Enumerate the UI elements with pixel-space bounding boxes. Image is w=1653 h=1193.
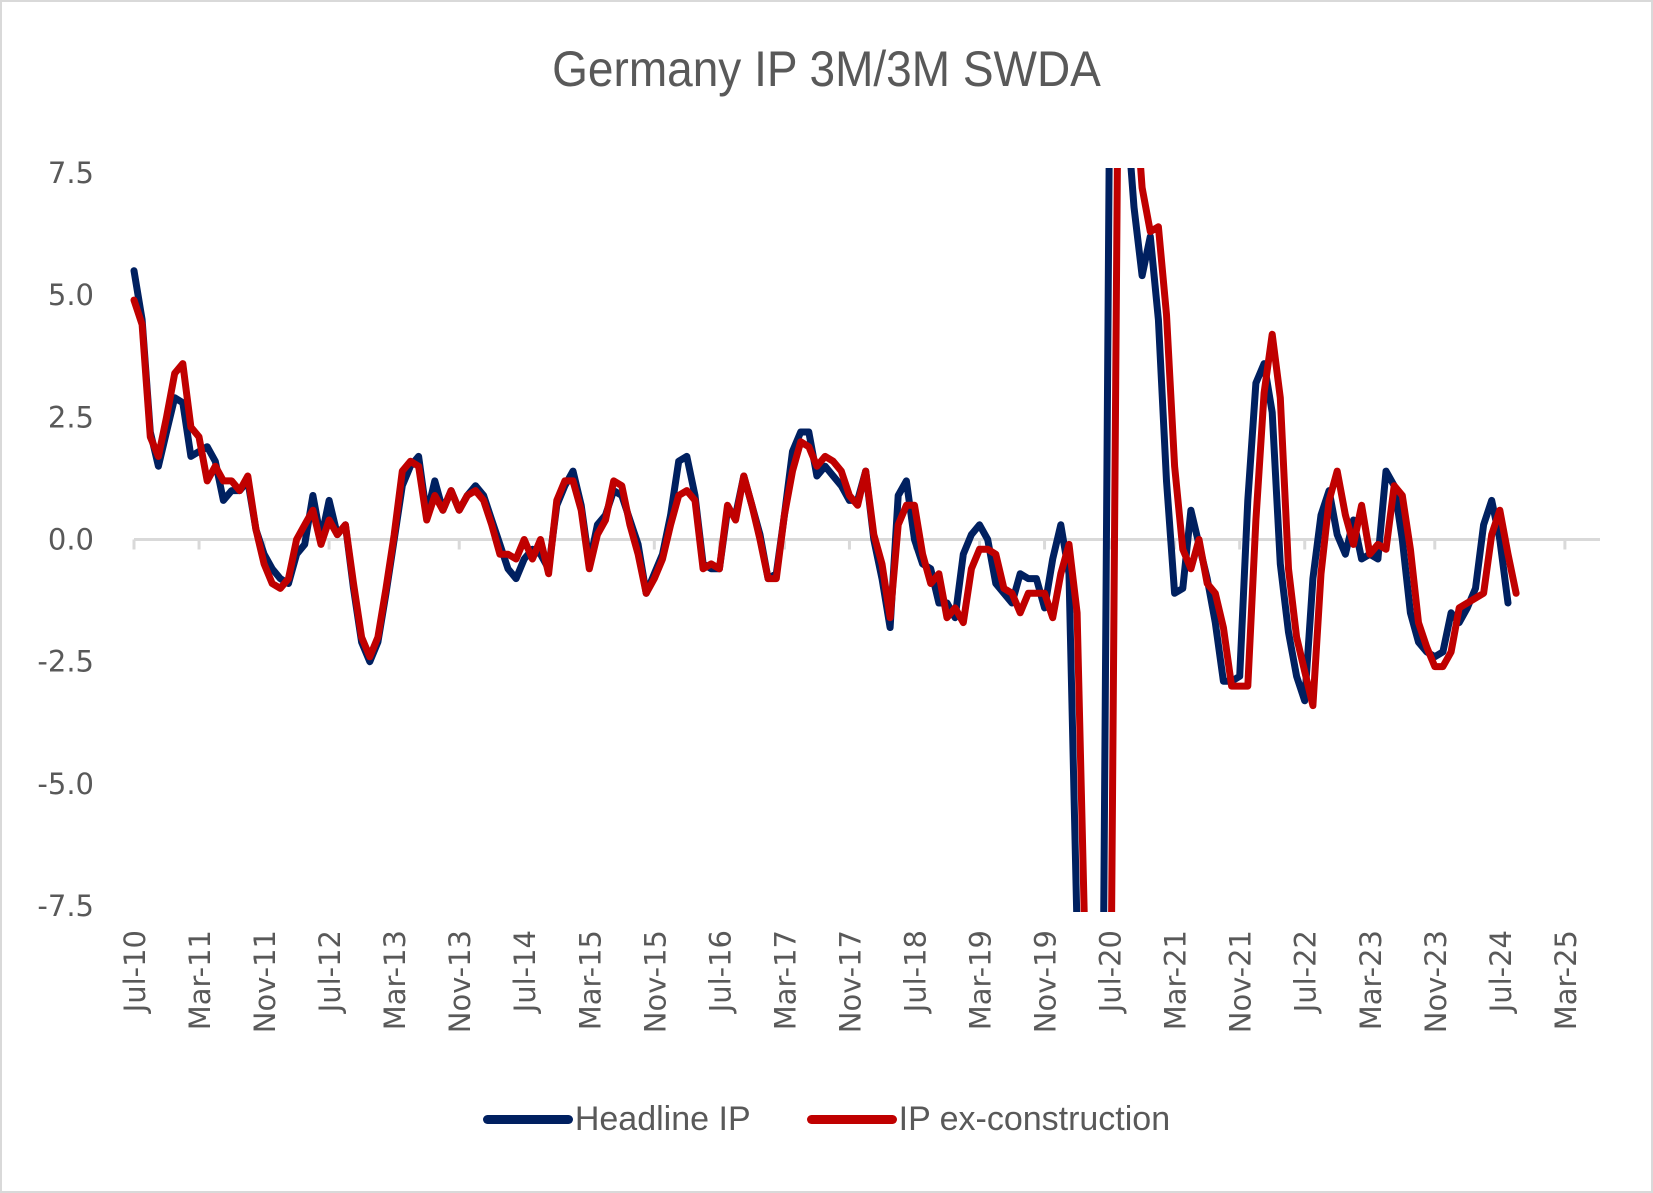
series-line-ip-ex-construction [130,168,1520,912]
y-tick-label: 5.0 [48,278,94,312]
chart-title: Germany IP 3M/3M SWDA [552,41,1101,97]
legend: Headline IP IP ex-construction [0,1100,1653,1139]
x-tick-label: Jul-18 [898,930,932,1014]
x-tick-label: Jul-12 [313,930,347,1014]
x-tick-label: Nov-15 [638,930,672,1033]
x-tick-label: Nov-11 [248,930,282,1033]
legend-item-headline-ip[interactable]: Headline IP [482,1100,751,1139]
x-tick-label: Mar-25 [1549,930,1583,1030]
x-tick-label: Nov-19 [1029,930,1063,1033]
x-tick-label: Mar-23 [1354,930,1388,1030]
legend-label-ip-ex-construction: IP ex-construction [898,1100,1171,1138]
y-tick-label: -5.0 [37,767,94,801]
x-tick-label: Nov-21 [1224,930,1258,1033]
x-tick-label: Jul-10 [118,930,152,1014]
x-tick-label: Nov-13 [443,930,477,1033]
x-tick-label: Nov-23 [1419,930,1453,1033]
x-tick-label: Jul-22 [1289,930,1323,1014]
legend-swatch-headline-ip [482,1115,573,1124]
y-tick-label: 2.5 [48,400,94,434]
x-tick-label: Jul-14 [508,930,542,1014]
y-tick-label: -2.5 [37,645,94,679]
x-tick-label: Jul-20 [1094,930,1128,1014]
y-tick-label: -7.5 [37,889,94,923]
x-tick-label: Nov-17 [833,930,867,1033]
x-tick-label: Mar-13 [378,930,412,1030]
series-layer [130,168,1520,912]
y-tick-label: 0.0 [48,523,94,557]
x-tick-label: Mar-19 [964,930,998,1030]
legend-item-ip-ex-construction[interactable]: IP ex-construction [806,1100,1171,1139]
x-tick-label: Jul-16 [703,930,737,1014]
x-tick-label: Jul-24 [1484,930,1518,1014]
x-tick-label: Mar-17 [768,930,802,1030]
x-tick-label: Mar-15 [573,930,607,1030]
series-line-headline-ip [130,168,1512,912]
tick-labels: Jul-10 Mar-11 Nov-11 Jul-12 Mar-13 Nov-13 Jul-… [37,156,1582,1033]
y-tick-label: 7.5 [48,156,94,190]
x-tick-label: Mar-11 [183,930,217,1030]
x-tick-label: Mar-21 [1159,930,1193,1030]
legend-swatch-ip-ex-construction [806,1115,897,1124]
legend-label-headline-ip: Headline IP [574,1100,751,1138]
